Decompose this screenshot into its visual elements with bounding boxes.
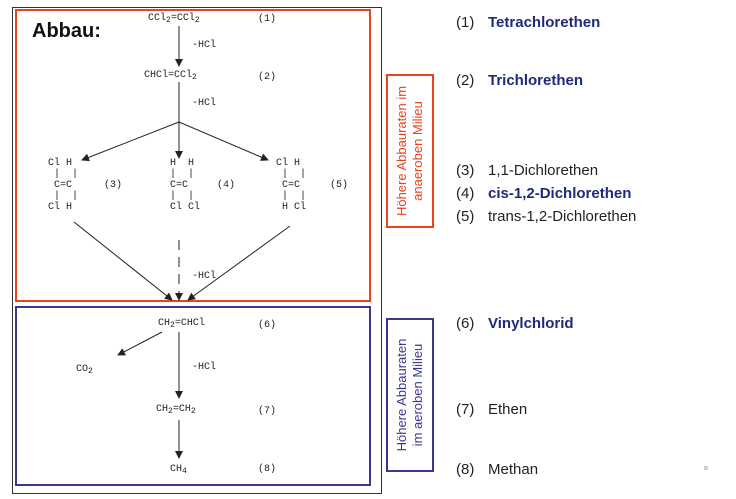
label-7: (7) (258, 406, 277, 417)
hcl-label-3: -HCl (192, 271, 217, 282)
structure-3: Cl H | | C=C | | Cl H (48, 158, 79, 213)
aerobic-zone-box (15, 306, 371, 486)
slide-marker (704, 466, 708, 470)
formula-1: CCl2=CCl2 (148, 13, 200, 25)
label-3: (3) (104, 180, 123, 191)
legend-item-5: (5) trans-1,2-Dichlorethen (456, 208, 637, 225)
legend-item-8: (8) Methan (456, 461, 539, 478)
arrow-to-3 (81, 121, 180, 162)
scheme-panel (12, 7, 382, 494)
anaerobic-zone-box (15, 9, 371, 302)
formula-8: CH4 (170, 464, 187, 476)
label-4: (4) (217, 180, 236, 191)
structure-5: Cl H | | C=C | | H Cl (276, 158, 307, 213)
legend-item-3: (3) 1,1-Dichlorethen (456, 162, 599, 179)
formula-7: CH2=CH2 (156, 404, 196, 416)
legend-item-4: (4) cis-1,2-Dichlorethen (456, 185, 632, 202)
label-6: (6) (258, 320, 277, 331)
formula-co2: CO2 (76, 364, 93, 376)
arrow-to-5 (178, 121, 269, 161)
hcl-label-2: -HCl (192, 98, 217, 109)
arrow-6-co2 (117, 331, 163, 356)
legend-item-7: (7) Ethen (456, 401, 528, 418)
legend-item-1: (1) Tetrachlorethen (456, 14, 601, 31)
aerobic-label-line-2: im aeroben Milieu (410, 343, 425, 447)
arrow-5-6 (187, 225, 291, 301)
aerobic-label-line-1: Höhere Abbauraten (394, 338, 409, 452)
aerobic-zone-label: Höhere Abbauraten im aeroben Milieu (386, 318, 434, 472)
label-5: (5) (330, 180, 349, 191)
legend-item-2: (2) Trichlorethen (456, 72, 584, 89)
formula-2: CHCl=CCl2 (144, 70, 197, 82)
arrow-3-6 (73, 221, 173, 301)
formula-6: CH2=CHCl (158, 318, 205, 330)
anaerobic-zone-label: Höhere Abbauraten im anaeroben Milieu (386, 74, 434, 228)
label-8: (8) (258, 464, 277, 475)
structure-4: H H | | C=C | | Cl Cl (170, 158, 201, 213)
hcl-label-1: -HCl (192, 40, 217, 51)
legend-item-6: (6) Vinylchlorid (456, 315, 574, 332)
anaerobic-label-line-1: Höhere Abbauraten im (394, 85, 409, 217)
label-2: (2) (258, 72, 277, 83)
hcl-label-4: -HCl (192, 362, 217, 373)
scheme-title: Abbau: (32, 20, 101, 42)
anaerobic-label-line-2: anaeroben Milieu (410, 101, 425, 201)
label-1: (1) (258, 14, 277, 25)
